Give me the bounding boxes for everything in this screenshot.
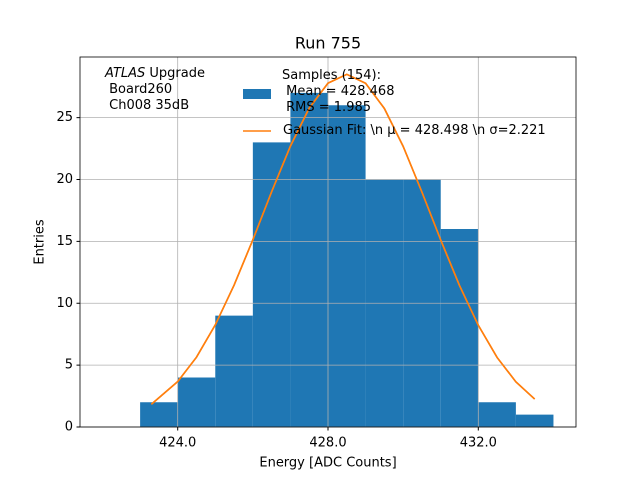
- y-tick-label: 10: [56, 296, 73, 311]
- legend-swatch: [243, 89, 271, 99]
- x-tick-label: 432.0: [460, 436, 497, 451]
- legend-label: Gaussian Fit: \n μ = 428.498 \n σ=2.221: [283, 123, 546, 138]
- bar: [252, 142, 291, 427]
- x-axis-label: Energy [ADC Counts]: [259, 456, 396, 471]
- annotation-italic: ATLAS: [105, 66, 146, 81]
- bar: [177, 377, 216, 427]
- y-tick-label: 15: [56, 234, 73, 249]
- y-tick-label: 0: [65, 420, 73, 435]
- y-tick-label: 20: [56, 172, 73, 187]
- annotation-text: Upgrade Board260 Ch008 35dB: [109, 66, 205, 113]
- bar: [440, 229, 479, 427]
- bar: [478, 402, 516, 427]
- x-tick-label: 424.0: [159, 436, 196, 451]
- x-tick-label: 428.0: [309, 436, 346, 451]
- plot-frame: [79, 56, 577, 428]
- bar: [290, 92, 328, 427]
- bar: [328, 105, 366, 428]
- bar: [215, 315, 253, 427]
- y-tick-label: 5: [65, 358, 73, 373]
- chart-title: Run 755: [295, 34, 361, 53]
- legend-label: Samples (154): Mean = 428.468 RMS = 1.98…: [282, 68, 395, 115]
- fit-line: [150, 73, 536, 405]
- bar: [515, 414, 554, 427]
- annotation: ATLAS Upgrade Board260 Ch008 35dB: [105, 66, 205, 114]
- y-axis-label: Entries: [33, 219, 48, 265]
- bar: [140, 402, 178, 427]
- y-tick-label: 25: [56, 110, 73, 125]
